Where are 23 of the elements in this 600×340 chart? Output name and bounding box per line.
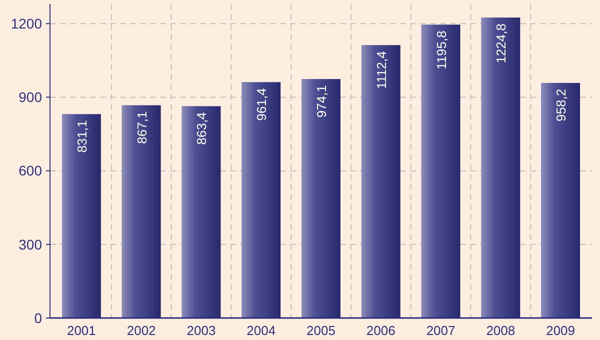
y-tick-label: 0: [34, 310, 42, 326]
y-tick-label: 600: [18, 162, 42, 179]
y-tick-label: 300: [18, 236, 42, 252]
y-tick-label: 900: [18, 89, 42, 106]
data-label: 863,4: [194, 112, 210, 145]
x-tick-label: 2008: [486, 323, 516, 338]
data-label: 1224,8: [494, 24, 509, 64]
y-tick-label: 1200: [10, 16, 42, 32]
data-label: 958,2: [554, 88, 569, 122]
data-label: 974,1: [314, 85, 329, 118]
data-label: 831,1: [74, 120, 90, 153]
x-tick-label: 2006: [366, 323, 396, 338]
data-label: 867,1: [134, 111, 150, 144]
data-label: 961,4: [254, 88, 270, 121]
x-tick-label: 2001: [66, 323, 96, 338]
x-tick-label: 2007: [426, 323, 456, 338]
data-label: 1112,4: [374, 51, 389, 89]
x-tick-label: 2005: [306, 323, 336, 338]
x-tick-label: 2009: [546, 323, 576, 338]
x-tick-label: 2003: [186, 323, 216, 338]
data-label: 1195,8: [434, 30, 449, 70]
x-tick-label: 2002: [126, 323, 156, 338]
x-tick-label: 2004: [246, 323, 276, 338]
